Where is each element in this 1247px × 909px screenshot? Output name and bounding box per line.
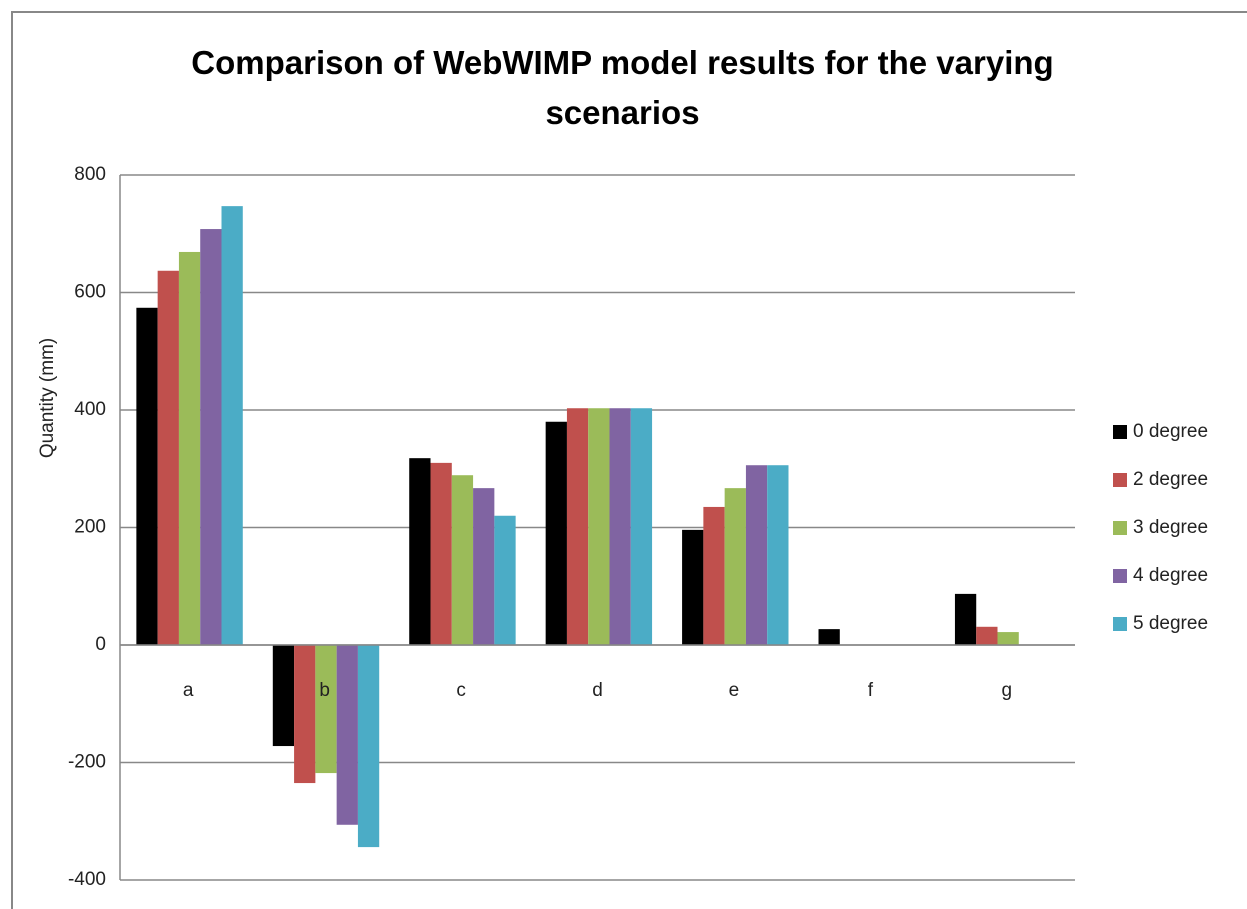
- bar: [200, 229, 222, 646]
- bar: [451, 475, 474, 645]
- x-tick-label: f: [868, 680, 874, 701]
- legend-swatch: [1113, 473, 1127, 487]
- bar: [745, 465, 768, 645]
- bar: [315, 645, 337, 774]
- y-axis-label: Quantity (mm): [37, 338, 58, 458]
- legend-swatch: [1113, 569, 1127, 583]
- bar: [630, 408, 653, 645]
- bar: [430, 462, 452, 645]
- bar: [545, 421, 567, 645]
- bar: [767, 465, 789, 645]
- bar: [178, 251, 201, 645]
- y-tick-label: 200: [74, 517, 106, 538]
- y-tick-label: 800: [74, 164, 106, 185]
- bar: [494, 515, 516, 645]
- y-tick-label: 0: [95, 634, 106, 655]
- bar: [682, 529, 704, 645]
- bar: [157, 270, 179, 645]
- y-tick-label: 600: [74, 282, 106, 303]
- bar: [409, 458, 431, 645]
- bar: [566, 408, 589, 645]
- chart-title: Comparison of WebWIMP model results for …: [191, 44, 1054, 131]
- bar: [588, 408, 610, 645]
- bar: [136, 307, 158, 645]
- x-tick-label: a: [183, 680, 194, 701]
- x-tick-label: c: [456, 680, 466, 701]
- bar: [724, 488, 746, 645]
- bar: [221, 206, 243, 645]
- legend-swatch: [1113, 617, 1127, 631]
- legend-label: 0 degree: [1133, 421, 1208, 442]
- y-tick-label: -200: [68, 752, 106, 773]
- legend-label: 5 degree: [1133, 613, 1208, 634]
- bar: [357, 645, 380, 848]
- bar: [703, 506, 725, 645]
- legend-label: 2 degree: [1133, 469, 1208, 490]
- bar: [272, 645, 295, 747]
- legend-swatch: [1113, 425, 1127, 439]
- bar: [336, 645, 358, 825]
- bar: [609, 408, 631, 645]
- y-tick-label: -400: [68, 869, 106, 890]
- bar: [473, 488, 495, 645]
- bar: [818, 629, 840, 645]
- legend-swatch: [1113, 521, 1127, 535]
- bar: [294, 645, 316, 784]
- y-tick-label: 400: [74, 399, 106, 420]
- chart-border: [11, 11, 1247, 909]
- bar: [976, 626, 998, 645]
- bar: [997, 632, 1019, 645]
- x-tick-label: g: [1001, 680, 1012, 701]
- legend-label: 3 degree: [1133, 517, 1208, 538]
- legend-label: 4 degree: [1133, 565, 1208, 586]
- bar: [954, 593, 977, 645]
- x-tick-label: d: [592, 680, 603, 701]
- x-tick-label: e: [729, 680, 740, 701]
- x-tick-label: b: [319, 680, 330, 701]
